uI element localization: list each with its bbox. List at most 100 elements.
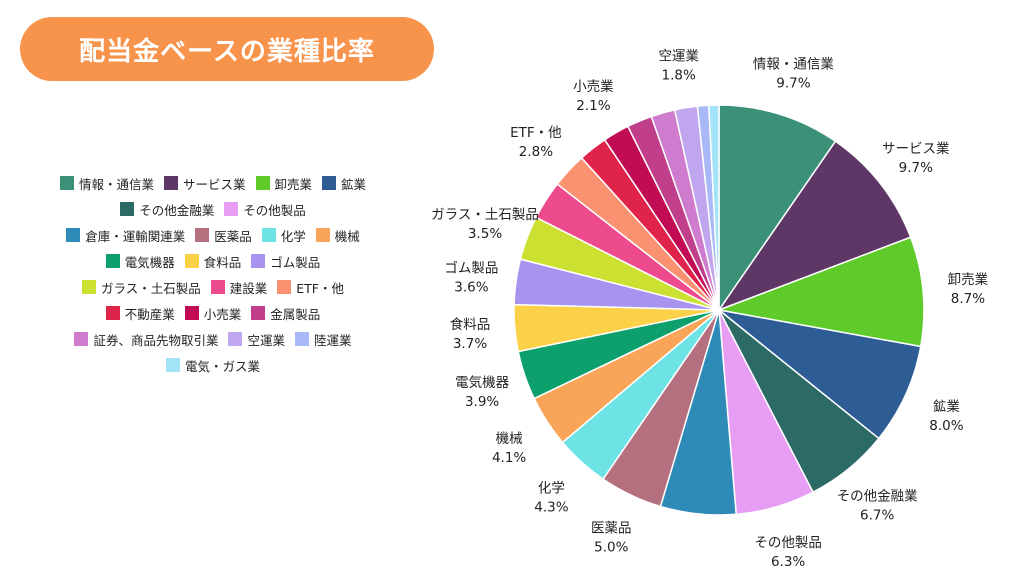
legend-label: 建設業	[229, 280, 268, 296]
legend-swatch	[74, 332, 89, 346]
legend-label: サービス業	[182, 176, 246, 192]
slice-category-label: 空運業	[658, 48, 699, 64]
legend-row: 電気機器 食料品 ゴム製品	[28, 248, 398, 274]
legend-label: 陸運業	[314, 332, 352, 348]
legend-row: その他金融業 その他製品	[28, 196, 398, 222]
legend-entry: 小売業	[184, 304, 241, 323]
legend-label: その他製品	[243, 202, 306, 218]
legend-label: ETF・他	[296, 280, 344, 296]
legend-entry: その他金融業	[120, 200, 214, 219]
slice-value-label: 2.1%	[576, 98, 610, 114]
pie-slice	[718, 104, 837, 313]
legend-label: 医薬品	[214, 228, 252, 244]
pie-labels: 情報・通信業 9.7% サービス業 9.7% 卸売業 8.7% 鉱業 8.0% その他金融業 6.…	[431, 48, 989, 570]
slice-value-label: 6.3%	[771, 554, 805, 570]
legend-swatch	[228, 332, 243, 346]
legend-swatch	[255, 176, 270, 190]
slice-category-label: 化学	[538, 481, 565, 497]
legend-label: 金属製品	[270, 306, 321, 322]
pie-slices	[513, 104, 925, 516]
slice-category-label: 食料品	[450, 316, 491, 333]
slice-value-label: 3.5%	[468, 226, 502, 242]
legend-swatch	[315, 228, 330, 242]
slice-value-label: 4.3%	[534, 500, 568, 516]
slice-value-label: 3.6%	[454, 280, 488, 296]
legend-entry: 電気機器	[105, 252, 175, 271]
legend-row: 倉庫・運輸関連業 医薬品 化学 機械	[28, 222, 398, 248]
legend-entry: 空運業	[228, 330, 285, 349]
legend-entry: 卸売業	[255, 174, 313, 193]
slice-value-label: 3.9%	[465, 394, 499, 410]
slice-value-label: 9.7%	[776, 75, 810, 91]
legend-label: 不動産業	[124, 306, 175, 322]
legend-swatch	[59, 176, 74, 190]
legend-row: 電気・ガス業	[28, 352, 398, 378]
legend-swatch	[184, 254, 199, 268]
chart-legend: 情報・通信業 サービス業 卸売業 鉱業その他金融業 その他製品倉庫・運輸関連業 医薬品 化学…	[28, 170, 398, 378]
legend-swatch	[224, 202, 239, 216]
legend-entry: 食料品	[184, 252, 242, 271]
legend-swatch	[295, 332, 309, 346]
legend-entry: 陸運業	[295, 330, 352, 349]
title-banner: 配当金ベースの業種比率	[20, 17, 434, 81]
slice-category-label: サービス業	[882, 141, 950, 157]
legend-entry: 機械	[315, 226, 360, 245]
slice-category-label: ETF・他	[510, 125, 562, 141]
slice-category-label: 電気機器	[455, 375, 509, 391]
slice-value-label: 5.0%	[594, 540, 628, 556]
legend-swatch	[195, 228, 210, 242]
legend-label: ガラス・土石製品	[100, 280, 201, 296]
slice-value-label: 3.7%	[453, 336, 487, 352]
legend-swatch	[81, 280, 96, 294]
legend-label: 倉庫・運輸関連業	[85, 228, 186, 244]
legend-row: 不動産業 小売業 金属製品	[28, 300, 398, 326]
legend-entry: 化学	[261, 226, 306, 245]
slice-value-label: 9.7%	[899, 160, 933, 176]
legend-label: その他金融業	[139, 202, 215, 218]
slice-category-label: ゴム製品	[444, 260, 498, 277]
slice-category-label: 小売業	[573, 79, 614, 95]
legend-swatch	[105, 254, 120, 268]
legend-entry: ガラス・土石製品	[81, 278, 201, 297]
legend-swatch	[261, 228, 276, 242]
legend-entry: 鉱業	[322, 174, 366, 193]
page-title: 配当金ベースの業種比率	[79, 36, 375, 67]
legend-entry: 証券、商品先物取引業	[74, 330, 218, 349]
legend-row: 証券、商品先物取引業 空運業 陸運業	[28, 326, 398, 352]
legend-swatch	[251, 254, 266, 268]
legend-label: 機械	[334, 228, 360, 244]
legend-label: 卸売業	[274, 176, 313, 192]
pie-slice	[708, 104, 720, 311]
pie-slice	[717, 140, 912, 312]
legend-entry: ゴム製品	[251, 252, 320, 271]
legend-label: 化学	[280, 228, 306, 244]
legend-label: 空運業	[247, 332, 285, 348]
legend-swatch	[322, 176, 337, 190]
slice-category-label: 機械	[496, 431, 523, 447]
slice-category-label: 鉱業	[933, 399, 961, 415]
legend-label: 情報・通信業	[78, 176, 154, 192]
legend-entry: 電気・ガス業	[165, 356, 260, 375]
slice-value-label: 2.8%	[519, 144, 553, 160]
legend-entry: 倉庫・運輸関連業	[66, 226, 185, 245]
legend-swatch	[251, 306, 266, 320]
legend-label: 鉱業	[341, 176, 367, 192]
legend-label: 食料品	[203, 254, 242, 270]
legend-swatch	[184, 306, 199, 320]
legend-swatch	[210, 280, 225, 294]
legend-label: 電気・ガス業	[184, 358, 260, 374]
legend-entry: その他製品	[224, 200, 306, 219]
slice-category-label: その他金融業	[837, 489, 918, 505]
slice-value-label: 8.0%	[929, 418, 963, 434]
slice-category-label: 医薬品	[591, 521, 632, 537]
legend-entry: 不動産業	[105, 304, 175, 323]
slice-value-label: 6.7%	[860, 508, 894, 524]
legend-swatch	[66, 228, 81, 242]
slice-category-label: 卸売業	[948, 272, 989, 288]
legend-swatch	[165, 358, 180, 372]
legend-row: ガラス・土石製品 建設業 ETF・他	[28, 274, 398, 300]
slice-value-label: 4.1%	[492, 450, 526, 466]
slice-category-label: 情報・通信業	[753, 56, 834, 72]
legend-label: 電気機器	[124, 254, 175, 270]
